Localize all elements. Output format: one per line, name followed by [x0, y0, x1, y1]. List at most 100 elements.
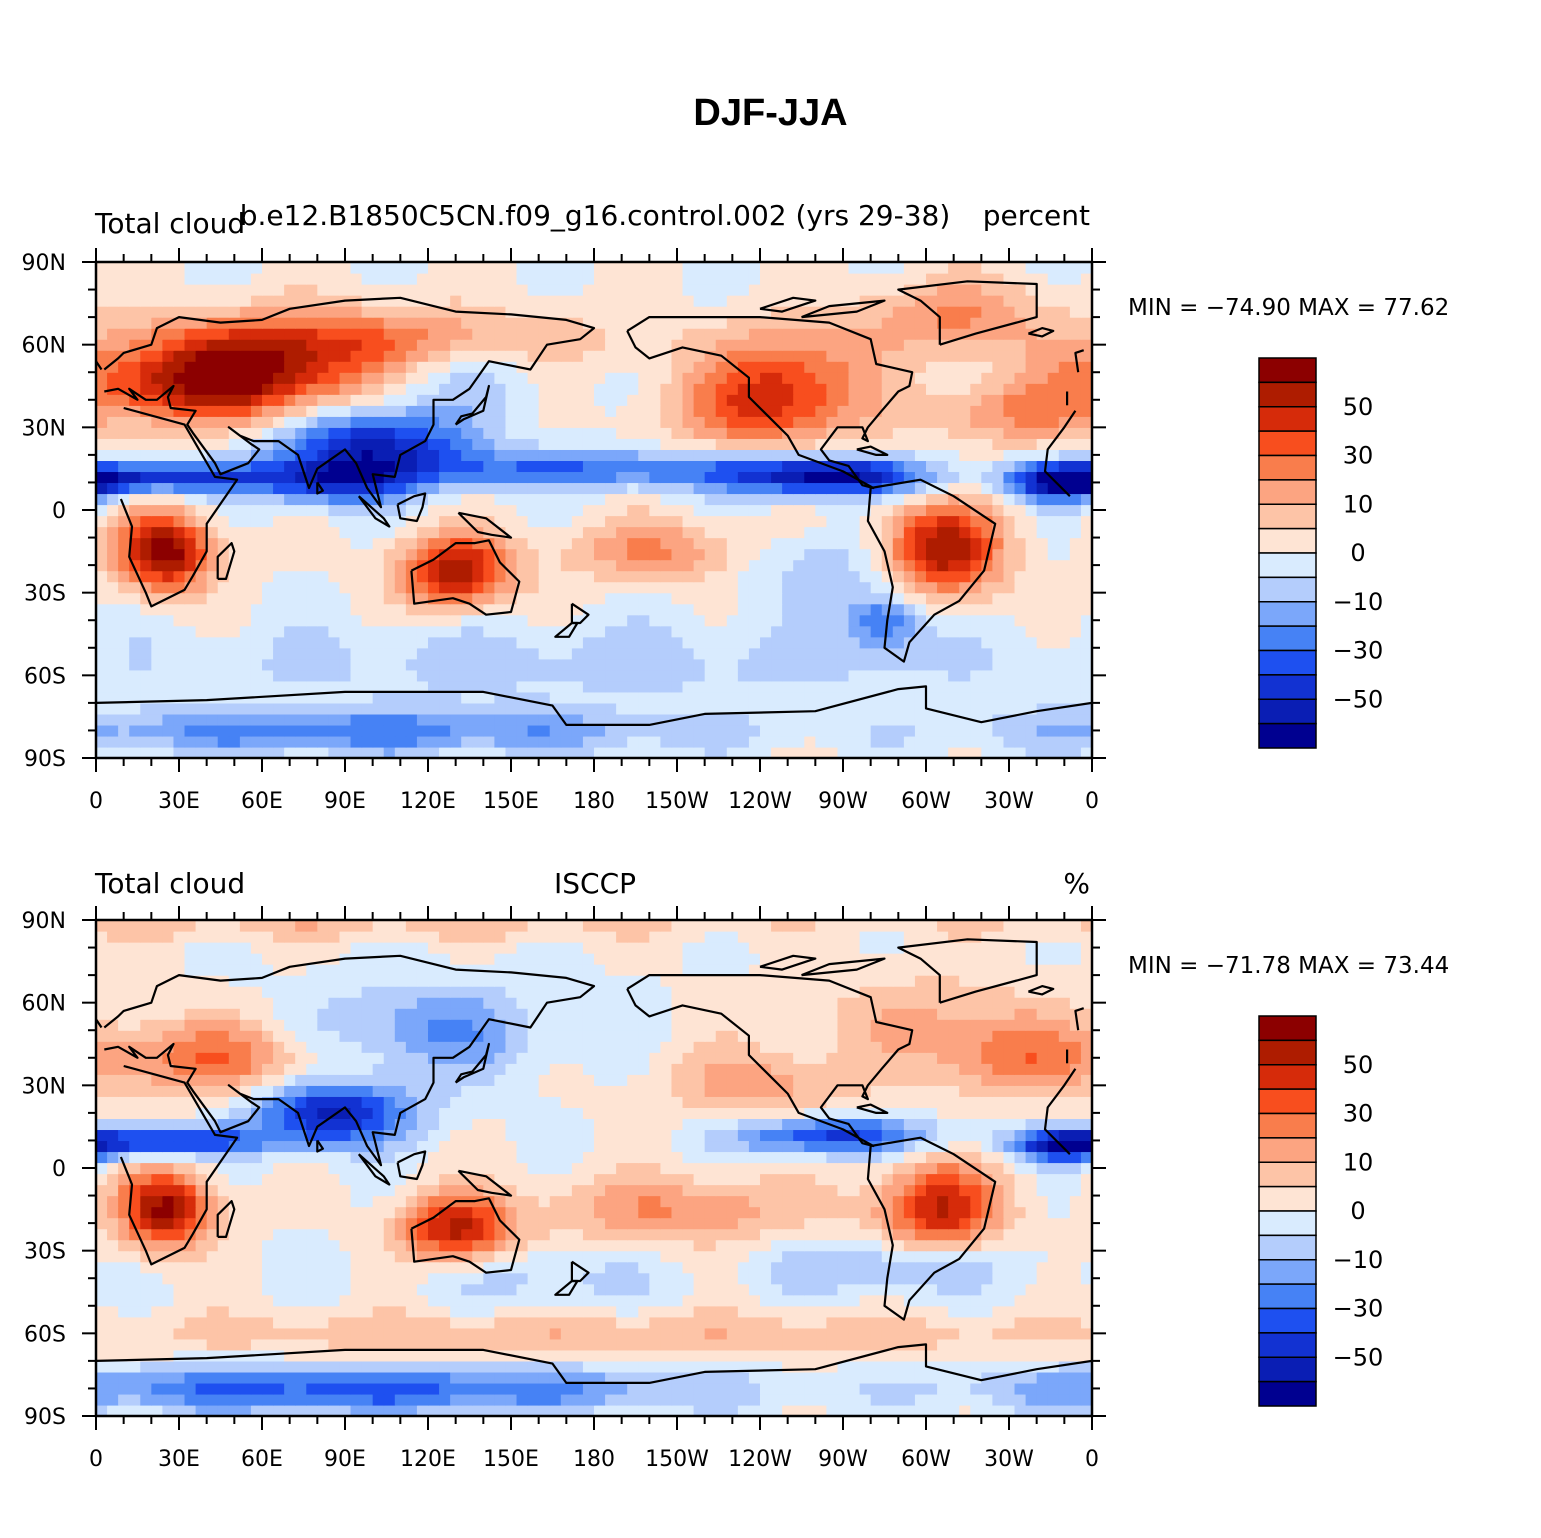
lat-tick-label: 90S — [24, 1405, 66, 1430]
colorbar: 50 30 10 0 −10 −30 −50 — [1258, 357, 1384, 749]
lon-tick-label: 60E — [241, 789, 283, 814]
lon-tick-label: 120W — [728, 789, 792, 814]
colorbar-box — [1258, 357, 1317, 384]
colorbar-box — [1258, 625, 1317, 652]
panel-left-label: Total cloud — [95, 207, 246, 240]
lat-tick-label: 90N — [22, 909, 66, 934]
lon-tick-label: 0 — [1085, 1447, 1099, 1472]
colorbar-label: −10 — [1333, 588, 1384, 616]
colorbar-box — [1258, 1137, 1317, 1164]
colorbar-label: 10 — [1343, 1148, 1374, 1176]
colorbar-box — [1258, 1283, 1317, 1310]
colorbar-box — [1258, 1088, 1317, 1115]
colorbar-box — [1258, 454, 1317, 481]
colorbar-box — [1258, 1234, 1317, 1261]
lon-tick-label: 30E — [158, 789, 200, 814]
panel-left-label: Total cloud — [95, 867, 246, 900]
map-plot: 0 30E 60E 90E 120E 150E 180 150W 120W 90W 60W 30W 0 9… — [22, 906, 1384, 1472]
lon-tick-label: 30E — [158, 1447, 200, 1472]
colorbar-box — [1258, 722, 1317, 749]
lat-tick-label: 60S — [24, 1322, 66, 1347]
lon-tick-label: 90W — [818, 1447, 868, 1472]
colorbar-label: −10 — [1333, 1246, 1384, 1274]
coastlines — [96, 938, 1092, 1385]
lon-tick-label: 90E — [324, 789, 366, 814]
colorbar-box — [1258, 381, 1317, 408]
colorbar-label: 50 — [1343, 1051, 1374, 1079]
colorbar-label: 10 — [1343, 490, 1374, 518]
lat-tick-label: 30N — [22, 416, 66, 441]
colorbar-box — [1258, 1307, 1317, 1334]
colorbar-box — [1258, 1332, 1317, 1359]
colorbar-box — [1258, 1380, 1317, 1407]
min-max-label: MIN = −74.90 MAX = 77.62 — [1128, 295, 1450, 321]
panel-right-label: % — [1063, 867, 1090, 900]
panel-center-label: ISCCP — [553, 867, 637, 900]
colorbar-box — [1258, 1039, 1317, 1066]
colorbar-label: 30 — [1343, 442, 1374, 470]
panel-model: Total cloud b.e12.B1850C5CN.f09_g16.cont… — [0, 200, 1541, 840]
lat-tick-label: 60N — [22, 334, 66, 359]
lon-tick-label: 180 — [573, 1447, 615, 1472]
lon-tick-label: 150W — [645, 1447, 709, 1472]
colorbar-box — [1258, 430, 1317, 457]
colorbar-label: 0 — [1350, 1197, 1365, 1225]
lon-tick-label: 150W — [645, 789, 709, 814]
colorbar-box — [1258, 1210, 1317, 1237]
panel-obs: Total cloud ISCCP % MIN = −71.78 MAX = 7… — [0, 858, 1541, 1498]
colorbar-box — [1258, 1356, 1317, 1383]
map-plot: 0 30E 60E 90E 120E 150E 180 150W 120W 90W 60W 30W 09… — [22, 248, 1384, 814]
colorbar-box — [1258, 1259, 1317, 1285]
panel-center-label: b.e12.B1850C5CN.f09_g16.control.002 (yrs… — [239, 199, 951, 232]
colorbar-label: −50 — [1333, 1343, 1384, 1371]
colorbar-box — [1258, 552, 1317, 579]
lon-tick-label: 60W — [901, 1447, 951, 1472]
min-max-label: MIN = −71.78 MAX = 73.44 — [1128, 953, 1450, 979]
colorbar-label: 50 — [1343, 393, 1374, 421]
lon-tick-label: 180 — [573, 789, 615, 814]
colorbar-box — [1258, 698, 1317, 725]
lon-tick-label: 30W — [984, 789, 1034, 814]
lat-tick-label: 0 — [52, 499, 66, 524]
lat-tick-label: 30S — [24, 1240, 66, 1265]
lon-tick-label: 60W — [901, 789, 951, 814]
coastlines — [96, 280, 1092, 727]
lat-tick-label: 60N — [22, 992, 66, 1017]
main-title: DJF-JJA — [693, 92, 848, 134]
lon-tick-label: 120E — [400, 1447, 456, 1472]
lon-tick-label: 120E — [400, 789, 456, 814]
colorbar-box — [1258, 1015, 1317, 1042]
colorbar-label: −30 — [1333, 637, 1384, 665]
colorbar-label: −30 — [1333, 1295, 1384, 1323]
lon-tick-label: 120W — [728, 1447, 792, 1472]
lat-tick-label: 60S — [24, 664, 66, 689]
lat-tick-label: 90S — [24, 747, 66, 772]
lon-tick-label: 60E — [241, 1447, 283, 1472]
colorbar-box — [1258, 406, 1317, 432]
colorbar-label: −50 — [1333, 685, 1384, 713]
colorbar-box — [1258, 649, 1317, 676]
colorbar-box — [1258, 674, 1317, 701]
lon-tick-label: 0 — [1085, 789, 1099, 814]
cloud-field — [96, 262, 1092, 758]
lon-tick-label: 150E — [483, 1447, 539, 1472]
colorbar-box — [1258, 1112, 1317, 1139]
panel-right-label: percent — [982, 199, 1090, 232]
lat-tick-label: 30N — [22, 1074, 66, 1099]
colorbar: 50 30 10 0 −10 −30 −50 — [1258, 1015, 1384, 1407]
colorbar-box — [1258, 1064, 1317, 1090]
colorbar-box — [1258, 576, 1317, 603]
colorbar-box — [1258, 527, 1317, 554]
lon-tick-label: 0 — [89, 789, 103, 814]
lon-tick-label: 90W — [818, 789, 868, 814]
lat-tick-label: 30S — [24, 582, 66, 607]
colorbar-box — [1258, 1185, 1317, 1212]
lon-tick-label: 30W — [984, 1447, 1034, 1472]
lat-tick-label: 90N — [22, 251, 66, 276]
colorbar-box — [1258, 503, 1317, 530]
cloud-field — [96, 920, 1092, 1416]
lat-tick-label: 0 — [52, 1157, 66, 1182]
lon-tick-label: 150E — [483, 789, 539, 814]
lon-tick-label: 90E — [324, 1447, 366, 1472]
colorbar-box — [1258, 479, 1317, 506]
